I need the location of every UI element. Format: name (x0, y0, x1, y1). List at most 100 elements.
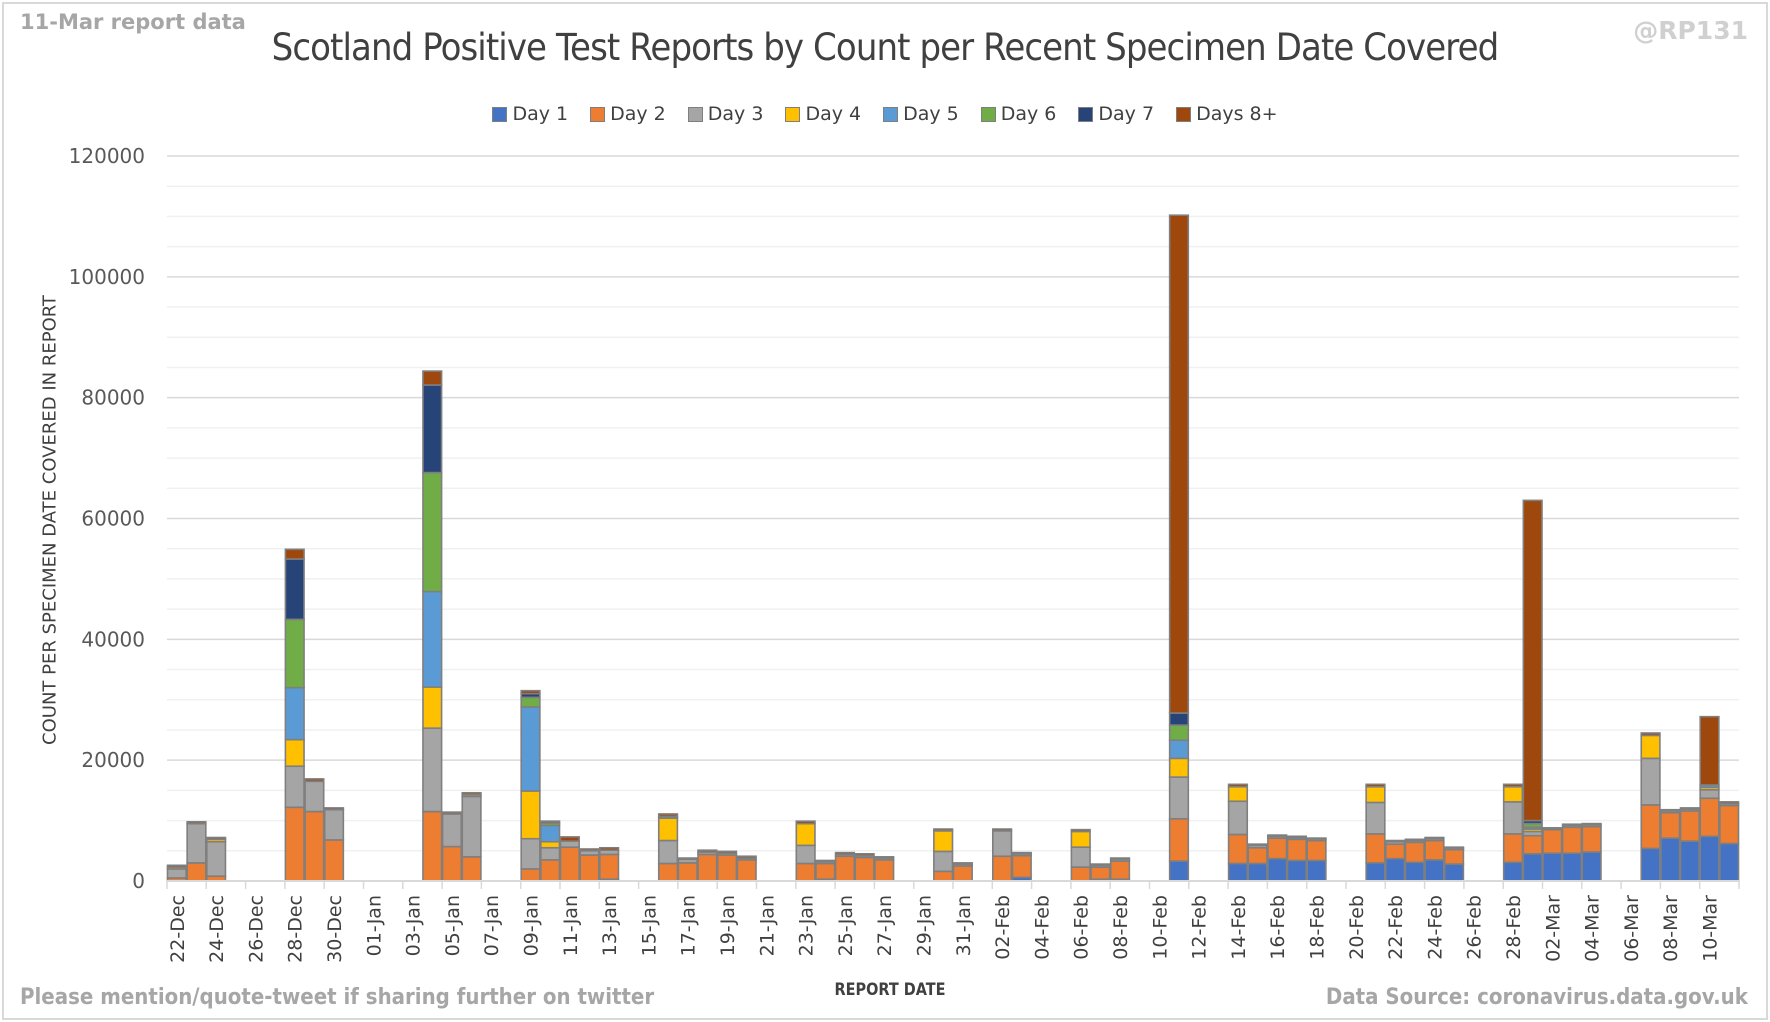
bar-segment-days-8- (1109, 857, 1131, 861)
bar-segment-day-5 (1168, 739, 1190, 760)
x-tick-label: 19-Jan (717, 895, 739, 956)
bar-segment-days-8- (323, 807, 345, 811)
bar-segment-days-8- (1385, 839, 1406, 843)
bar-segment-day-2 (422, 810, 443, 882)
x-tick-label: 07-Jan (481, 895, 503, 956)
bar-segment-day-2 (1404, 841, 1425, 864)
bar-segment-day-3 (933, 850, 954, 873)
bar-segment-day-3 (441, 813, 463, 848)
share-note: Please mention/quote-tweet if sharing fu… (20, 985, 655, 1010)
x-tick-label: 26-Dec (245, 895, 267, 963)
bar-segment-day-1 (1502, 861, 1524, 882)
bar-segment-day-4 (657, 817, 679, 842)
bar-segment-day-2 (1011, 854, 1032, 879)
bar-segment-days-8- (1306, 837, 1327, 840)
bar-segment-day-2 (1660, 811, 1681, 839)
bar-segment-day-1 (1247, 862, 1268, 882)
bar-segment-days-8- (206, 836, 227, 841)
x-tick-label: 25-Jan (835, 895, 857, 956)
bar-segment-days-8- (1502, 783, 1524, 788)
bar-segment-day-3 (795, 844, 816, 865)
bar-segment-day-2 (323, 839, 345, 882)
x-tick-label: 09-Jan (521, 895, 543, 956)
x-tick-label: 17-Jan (678, 895, 700, 956)
bar-segment-day-2 (579, 854, 600, 882)
x-tick-label: 10-Mar (1700, 895, 1722, 962)
bar-segment-days-8- (1424, 836, 1445, 840)
bar-segment-day-2 (991, 855, 1013, 882)
x-tick-label: 02-Feb (992, 895, 1014, 960)
bar-segment-days-8- (520, 689, 541, 695)
legend-item: Day 2 (590, 103, 666, 125)
x-tick-label: 29-Jan (914, 895, 936, 956)
bar-segment-day-3 (1699, 788, 1720, 800)
x-tick-label: 10-Feb (1149, 895, 1171, 960)
legend-label: Day 4 (805, 103, 862, 125)
bar-segment-days-8- (874, 856, 895, 859)
y-tick-label: 100000 (69, 265, 145, 289)
bar-segment-days-8- (815, 859, 836, 863)
bar-segment-days-8- (1168, 214, 1190, 714)
bar-segment-days-8- (304, 778, 325, 783)
bar-segment-days-8- (1365, 783, 1386, 788)
bar-segment-day-7 (422, 384, 443, 474)
x-tick-label: 05-Jan (442, 895, 464, 956)
bar-segment-day-2 (520, 868, 541, 882)
bar-segment-day-4 (520, 790, 541, 840)
bar-segment-day-3 (186, 822, 207, 864)
bar-segment-day-2 (1561, 826, 1583, 855)
bar-segment-day-2 (736, 859, 757, 882)
bar-segment-day-3 (540, 846, 561, 861)
bar-segment-day-2 (284, 806, 305, 882)
bar-segment-day-3 (559, 840, 580, 848)
x-tick-label: 22-Dec (167, 895, 189, 963)
legend-swatch (1078, 106, 1094, 122)
x-tick-label: 03-Jan (403, 895, 425, 956)
bar-segment-day-3 (1227, 800, 1249, 836)
bar-segment-day-5 (520, 706, 541, 792)
bar-segment-days-8- (559, 836, 580, 842)
legend-label: Day 2 (610, 103, 666, 125)
bar-segment-day-2 (716, 854, 738, 882)
x-tick-label: 01-Jan (363, 895, 385, 956)
bar-segment-days-8- (1561, 823, 1583, 827)
bar-segment-day-4 (422, 686, 443, 729)
x-tick-label: 24-Dec (206, 895, 228, 963)
legend-item: Day 4 (785, 103, 861, 125)
y-tick-label: 120000 (69, 144, 145, 168)
bar-segment-day-2 (795, 862, 816, 882)
bar-segment-day-1 (1385, 857, 1406, 882)
bar-segment-days-8- (933, 828, 954, 832)
bar-segment-days-8- (1227, 783, 1249, 788)
x-tick-label: 15-Jan (638, 895, 660, 956)
bar-segment-days-8- (736, 855, 757, 859)
bar-segment-day-5 (284, 686, 305, 741)
bar-segment-days-8- (1679, 807, 1701, 810)
bar-segment-day-2 (1502, 833, 1524, 864)
bar-segment-day-2 (1640, 804, 1661, 850)
bar-segment-day-2 (598, 853, 620, 880)
bar-segment-day-4 (1070, 830, 1091, 848)
x-tick-label: 14-Feb (1228, 895, 1250, 960)
bar-segment-days-8- (284, 548, 305, 560)
bar-segment-day-6 (284, 618, 305, 689)
bar-segment-day-1 (1581, 851, 1602, 882)
bar-segment-days-8- (834, 851, 856, 856)
bar-segment-days-8- (166, 864, 187, 868)
bar-segment-day-6 (1168, 724, 1190, 742)
bar-segment-day-1 (1286, 859, 1308, 882)
x-tick-label: 11-Jan (560, 895, 582, 956)
y-tick-label: 20000 (81, 748, 145, 772)
x-tick-label: 18-Feb (1307, 895, 1329, 960)
x-tick-label: 30-Dec (324, 895, 346, 963)
bar-segment-day-2 (559, 846, 580, 882)
bar-segment-day-1 (1404, 861, 1425, 882)
bar-segment-day-2 (952, 865, 973, 882)
legend-item: Day 6 (980, 103, 1056, 125)
bar-segment-day-1 (1699, 835, 1720, 882)
bar-segment-day-3 (422, 727, 443, 813)
bar-segment-days-8- (1640, 732, 1661, 737)
x-tick-label: 13-Jan (599, 895, 621, 956)
bar-segment-days-8- (657, 813, 679, 818)
x-tick-label: 22-Feb (1385, 895, 1407, 960)
